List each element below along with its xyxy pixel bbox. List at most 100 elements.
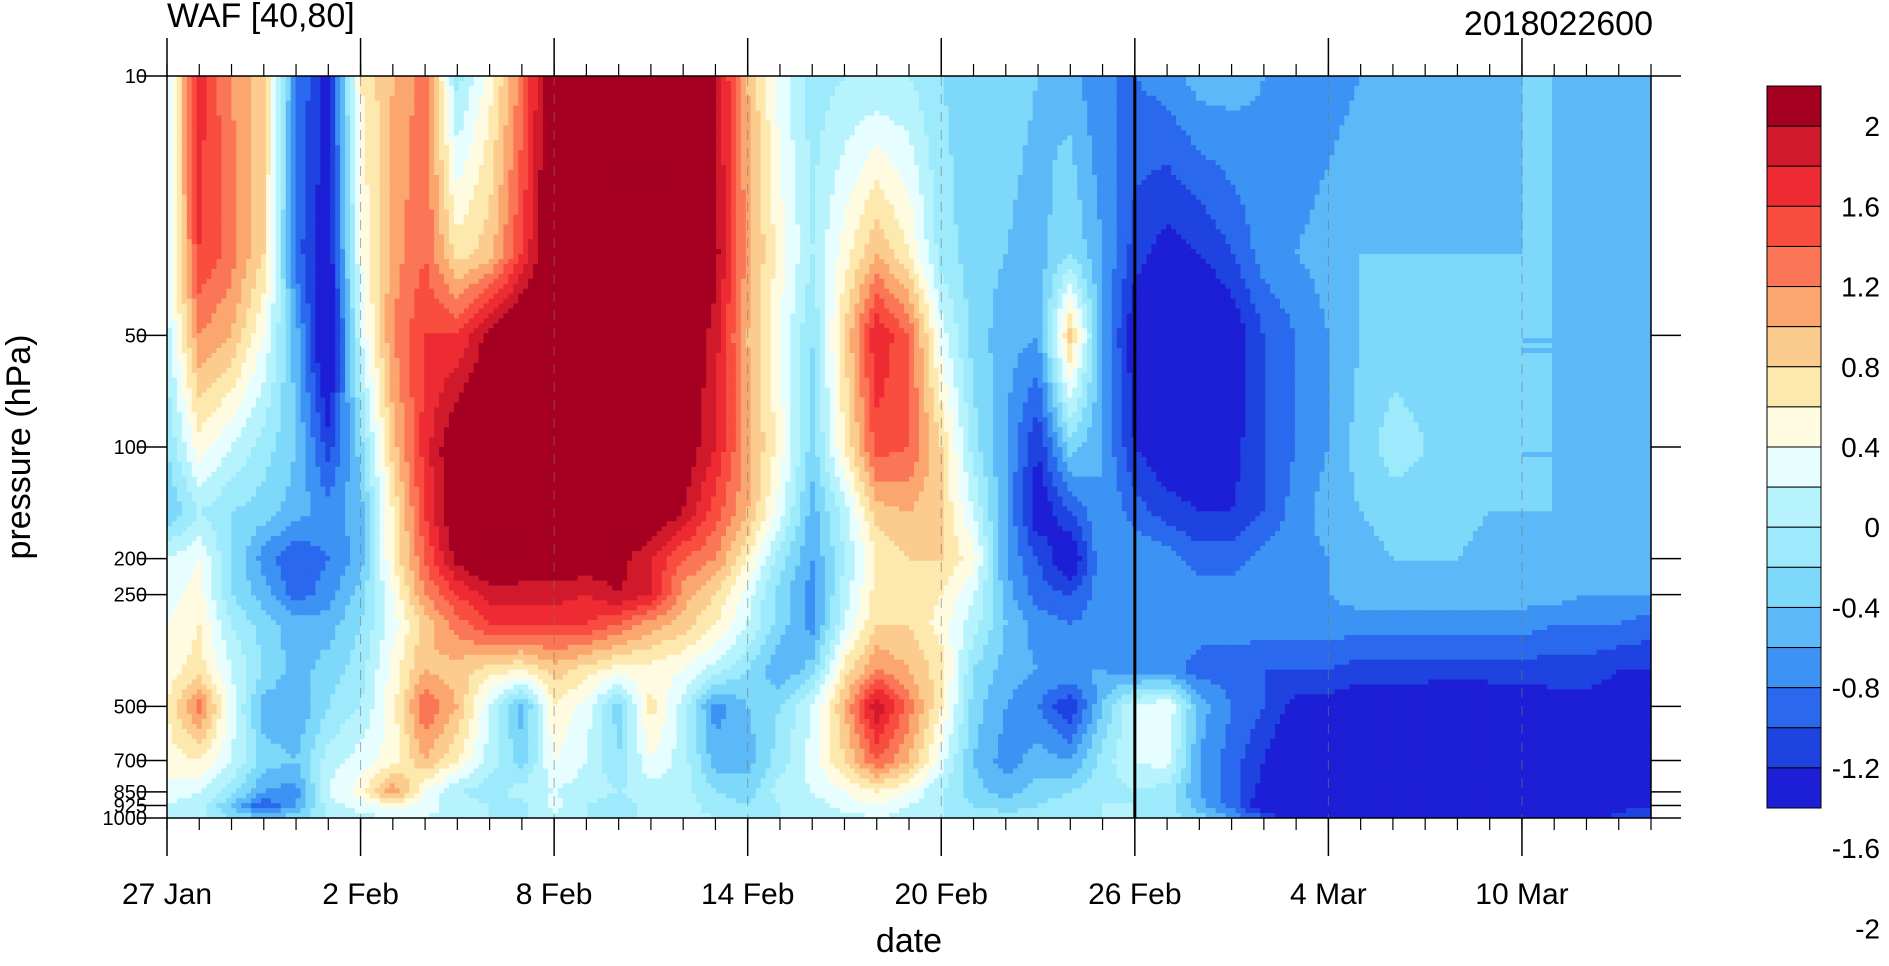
contour-cell bbox=[869, 106, 875, 112]
contour-cell bbox=[1616, 86, 1622, 92]
contour-cell bbox=[202, 81, 208, 87]
contour-cell bbox=[538, 106, 544, 112]
contour-cell bbox=[1379, 96, 1385, 102]
contour-cell bbox=[1428, 86, 1434, 92]
contour-cell bbox=[1097, 106, 1103, 112]
contour-cell bbox=[1285, 101, 1291, 107]
contour-cell bbox=[1097, 96, 1103, 102]
contour-cell bbox=[958, 86, 964, 92]
contour-cell bbox=[1606, 91, 1612, 97]
contour-cell bbox=[1522, 101, 1528, 107]
contour-cell bbox=[340, 111, 346, 117]
contour-cell bbox=[370, 81, 376, 87]
contour-cell bbox=[1057, 91, 1063, 97]
contour-cell bbox=[449, 76, 455, 82]
contour-cell bbox=[167, 86, 173, 92]
contour-cell bbox=[1240, 101, 1246, 107]
contour-cell bbox=[513, 76, 519, 82]
contour-cell bbox=[835, 81, 841, 87]
contour-cell bbox=[216, 81, 222, 87]
contour-cell bbox=[484, 76, 490, 82]
contour-cell bbox=[1146, 101, 1152, 107]
contour-cell bbox=[1483, 106, 1489, 112]
contour-cell bbox=[869, 76, 875, 82]
contour-cell bbox=[1240, 91, 1246, 97]
contour-cell bbox=[271, 86, 277, 92]
contour-cell bbox=[1181, 91, 1187, 97]
contour-cell bbox=[830, 116, 836, 122]
contour-cell bbox=[1443, 101, 1449, 107]
contour-cell bbox=[1602, 111, 1608, 117]
contour-cell bbox=[350, 76, 356, 82]
contour-cell bbox=[914, 116, 920, 122]
contour-cell bbox=[1606, 86, 1612, 92]
contour-cell bbox=[805, 81, 811, 87]
contour-cell bbox=[1512, 76, 1518, 82]
contour-cell bbox=[1018, 106, 1024, 112]
contour-cell bbox=[1216, 106, 1222, 112]
contour-cell bbox=[642, 96, 648, 102]
contour-cell bbox=[1364, 101, 1370, 107]
contour-cell bbox=[1508, 91, 1514, 97]
contour-cell bbox=[1527, 76, 1533, 82]
contour-cell bbox=[815, 96, 821, 102]
contour-cell bbox=[667, 91, 673, 97]
contour-cell bbox=[1453, 76, 1459, 82]
contour-cell bbox=[1527, 101, 1533, 107]
contour-cell bbox=[637, 91, 643, 97]
contour-cell bbox=[548, 76, 554, 82]
contour-cell bbox=[1498, 106, 1504, 112]
contour-cell bbox=[795, 91, 801, 97]
contour-cell bbox=[261, 81, 267, 87]
contour-cell bbox=[1384, 81, 1390, 87]
contour-cell bbox=[419, 96, 425, 102]
contour-cell bbox=[1488, 101, 1494, 107]
contour-cell bbox=[637, 86, 643, 92]
contour-cell bbox=[508, 101, 514, 107]
contour-cell bbox=[874, 96, 880, 102]
contour-cell bbox=[924, 96, 930, 102]
contour-cell bbox=[1567, 81, 1573, 87]
contour-cell bbox=[538, 116, 544, 122]
contour-cell bbox=[845, 101, 851, 107]
contour-cell bbox=[761, 91, 767, 97]
contour-cell bbox=[221, 111, 227, 117]
contour-cell bbox=[207, 101, 213, 107]
contour-cell bbox=[1166, 96, 1172, 102]
contour-cell bbox=[978, 101, 984, 107]
contour-cell bbox=[1359, 106, 1365, 112]
contour-cell bbox=[444, 76, 450, 82]
contour-cell bbox=[652, 106, 658, 112]
contour-cell bbox=[1245, 96, 1251, 102]
contour-cell bbox=[770, 86, 776, 92]
contour-cell bbox=[518, 96, 524, 102]
contour-cell bbox=[1379, 106, 1385, 112]
contour-cell bbox=[1606, 81, 1612, 87]
contour-cell bbox=[241, 91, 247, 97]
contour-cell bbox=[414, 81, 420, 87]
contour-cell bbox=[1379, 101, 1385, 107]
contour-cell bbox=[1325, 111, 1331, 117]
contour-cell bbox=[1483, 91, 1489, 97]
contour-cell bbox=[672, 91, 678, 97]
contour-cell bbox=[963, 96, 969, 102]
contour-cell bbox=[1082, 76, 1088, 82]
contour-cell bbox=[1493, 91, 1499, 97]
contour-cell bbox=[677, 91, 683, 97]
contour-cell bbox=[1260, 86, 1266, 92]
contour-cell bbox=[1018, 111, 1024, 117]
contour-cell bbox=[563, 96, 569, 102]
contour-cell bbox=[1310, 96, 1316, 102]
contour-cell bbox=[1300, 91, 1306, 97]
contour-cell bbox=[306, 76, 312, 82]
contour-cell bbox=[973, 96, 979, 102]
contour-cell bbox=[1616, 101, 1622, 107]
contour-cell bbox=[395, 111, 401, 117]
contour-cell bbox=[310, 76, 316, 82]
contour-cell bbox=[795, 111, 801, 117]
contour-cell bbox=[1473, 96, 1479, 102]
contour-cell bbox=[968, 76, 974, 82]
contour-cell bbox=[508, 111, 514, 117]
contour-cell bbox=[429, 101, 435, 107]
contour-cell bbox=[266, 91, 272, 97]
